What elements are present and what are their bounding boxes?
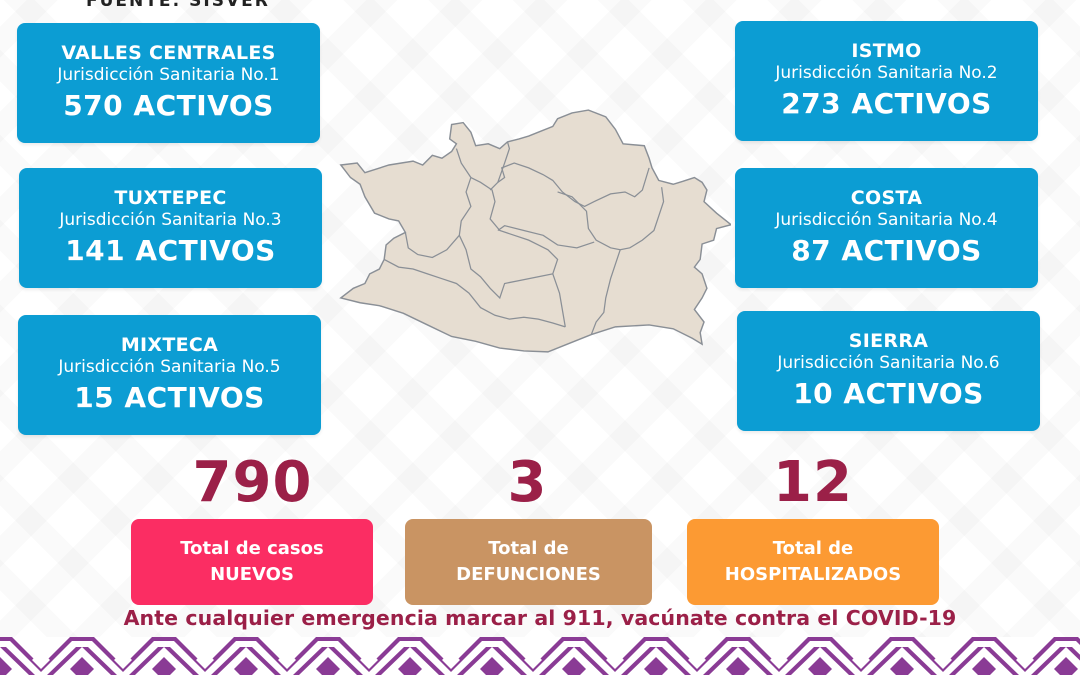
stat-label-line1: Total de casos <box>180 538 324 559</box>
jurisdiction-subtitle: Jurisdicción Sanitaria No.3 <box>59 210 282 230</box>
total-deaths-label-box: Total de DEFUNCIONES <box>405 519 652 605</box>
jurisdiction-active-count: 87 ACTIVOS <box>791 234 982 267</box>
total-new-cases-value: 790 <box>192 450 313 515</box>
jurisdiction-active-count: 15 ACTIVOS <box>74 381 265 414</box>
stat-label-line2: HOSPITALIZADOS <box>724 564 902 585</box>
total-deaths-value: 3 <box>507 450 548 515</box>
jurisdiction-card-mixteca: MIXTECA Jurisdicción Sanitaria No.5 15 A… <box>18 315 321 435</box>
jurisdiction-subtitle: Jurisdicción Sanitaria No.5 <box>58 357 281 377</box>
stat-label-line1: Total de <box>488 538 569 559</box>
jurisdiction-name: SIERRA <box>848 330 929 352</box>
source-text: FUENTE: SISVER <box>86 0 270 11</box>
jurisdiction-card-valles-centrales: VALLES CENTRALES Jurisdicción Sanitaria … <box>17 23 320 143</box>
jurisdiction-subtitle: Jurisdicción Sanitaria No.2 <box>775 63 998 83</box>
jurisdiction-name: VALLES CENTRALES <box>61 42 276 64</box>
oaxaca-map <box>336 103 733 358</box>
jurisdiction-active-count: 141 ACTIVOS <box>65 234 276 267</box>
total-hospitalized-value: 12 <box>773 450 853 515</box>
jurisdiction-name: MIXTECA <box>120 334 219 356</box>
jurisdiction-name: ISTMO <box>851 40 922 62</box>
decorative-border-pattern <box>0 637 1080 675</box>
jurisdiction-card-istmo: ISTMO Jurisdicción Sanitaria No.2 273 AC… <box>735 21 1038 141</box>
jurisdiction-card-costa: COSTA Jurisdicción Sanitaria No.4 87 ACT… <box>735 168 1038 288</box>
total-new-cases-label-box: Total de casos NUEVOS <box>131 519 373 605</box>
jurisdiction-name: TUXTEPEC <box>114 187 227 209</box>
stat-label-line2: NUEVOS <box>210 564 294 585</box>
stat-label-line1: Total de <box>772 538 854 559</box>
map-icon <box>339 109 733 353</box>
jurisdiction-card-sierra: SIERRA Jurisdicción Sanitaria No.6 10 AC… <box>737 311 1040 431</box>
jurisdiction-active-count: 10 ACTIVOS <box>793 377 984 410</box>
emergency-message: Ante cualquier emergencia marcar al 911,… <box>123 606 957 630</box>
total-hospitalized-label-box: Total de HOSPITALIZADOS <box>687 519 939 605</box>
jurisdiction-subtitle: Jurisdicción Sanitaria No.6 <box>777 353 1000 373</box>
jurisdiction-card-tuxtepec: TUXTEPEC Jurisdicción Sanitaria No.3 141… <box>19 168 322 288</box>
jurisdiction-subtitle: Jurisdicción Sanitaria No.1 <box>57 65 280 85</box>
jurisdiction-subtitle: Jurisdicción Sanitaria No.4 <box>775 210 998 230</box>
jurisdiction-active-count: 570 ACTIVOS <box>63 89 274 122</box>
jurisdiction-active-count: 273 ACTIVOS <box>781 87 992 120</box>
jurisdiction-name: COSTA <box>850 187 923 209</box>
stat-label-line2: DEFUNCIONES <box>456 564 601 585</box>
